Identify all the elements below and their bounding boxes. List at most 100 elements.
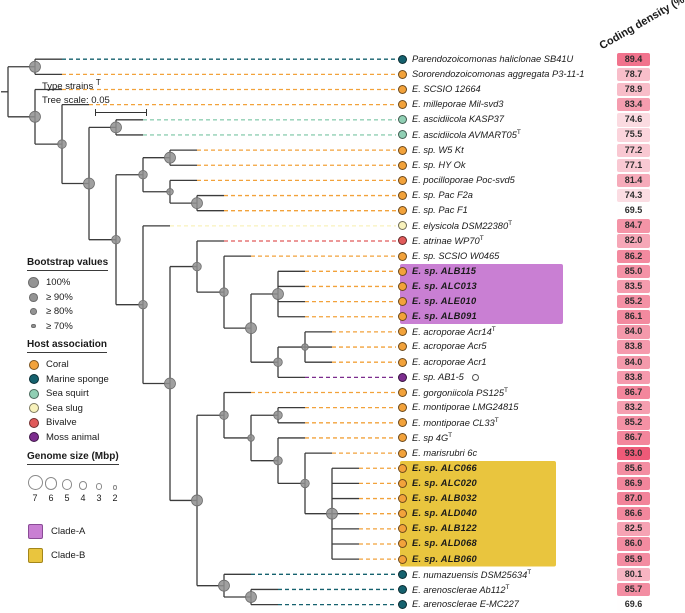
bootstrap-label: ≥ 80% — [46, 306, 73, 318]
coding-density-value: 85.2 — [617, 295, 650, 309]
taxon-row: E. sp. ALC066 85.6 — [0, 461, 685, 476]
taxon-label: E. sp. Pac F2a — [412, 189, 473, 200]
type-strain-marker: T — [504, 386, 508, 394]
host-dot-sponge — [398, 569, 407, 579]
host-dot-coral — [398, 160, 407, 170]
taxon-row: E. SCSIO 12664 78.9 — [0, 82, 685, 97]
clade-label: Clade-B — [51, 550, 86, 561]
taxon-label: E. sp. ALB091 — [412, 311, 477, 322]
bootstrap-node — [191, 197, 203, 210]
taxon-label: E. sp. SCSIO W0465 — [412, 250, 500, 261]
clade-legend: Clade-A Clade-B — [28, 524, 85, 572]
coding-density-value: 85.0 — [617, 264, 650, 279]
host-label: Moss animal — [46, 431, 100, 443]
coding-density-value: 77.2 — [617, 143, 650, 157]
type-strain-marker: T — [494, 417, 499, 425]
host-label: Bivalve — [46, 417, 77, 429]
taxon-row: E. acroporae Acr5 83.8 — [0, 339, 685, 354]
taxon-row: E. marisrubri 6c 93.0 — [0, 446, 685, 461]
clade-legend-items: Clade-A Clade-B — [28, 524, 85, 563]
host-dot-coral — [398, 297, 407, 306]
host-dot-sponge — [398, 600, 407, 609]
host-dot-coral — [398, 281, 407, 291]
taxon-label: E. sp. ALB115 — [412, 265, 477, 276]
host-circle-wrap — [27, 403, 40, 414]
bootstrap-circle — [28, 277, 39, 289]
bootstrap-label: ≥ 70% — [46, 320, 73, 332]
coding-density-value: 83.8 — [617, 340, 650, 354]
clade-A-box — [400, 264, 563, 325]
taxon-label: E. acroporae Acr5 — [412, 341, 487, 352]
genome-circle-area — [61, 474, 73, 490]
bootstrap-node — [273, 357, 283, 367]
clade-B-box — [400, 460, 556, 567]
genome-circle-area — [44, 474, 58, 490]
host-item-sponge: Marine sponge — [27, 372, 109, 387]
clade-legend-item: Clade-A — [28, 524, 85, 539]
genome-size-label: 4 — [80, 492, 86, 503]
host-circle-wrap — [27, 374, 40, 385]
bootstrap-legend-items: 100% ≥ 90% ≥ 80% ≥ 70% — [27, 276, 108, 334]
bootstrap-node — [272, 288, 284, 300]
genome-size-circle — [61, 478, 73, 490]
coding-density-value: 85.2 — [617, 416, 650, 430]
host-circle-wrap — [27, 359, 40, 370]
bootstrap-node — [29, 60, 41, 73]
host-dot-coral — [398, 206, 407, 216]
bootstrap-node — [191, 494, 203, 507]
bootstrap-circle-wrap — [27, 292, 40, 302]
type-strains-label: Type strains — [42, 81, 96, 93]
tree-scale-label: Tree scale: 0.05 — [42, 94, 110, 106]
coding-density-value: 75.5 — [617, 128, 650, 142]
taxon-label: E. gorgoniicola PS125T — [412, 386, 508, 398]
genome-size-circle — [27, 474, 43, 490]
host-dot-coral — [398, 554, 407, 564]
host-dot-sponge — [398, 54, 407, 64]
bootstrap-node — [247, 434, 255, 442]
bootstrap-node — [301, 343, 309, 351]
bootstrap-node — [111, 234, 121, 245]
tree-scale-bar — [95, 109, 147, 117]
taxon-label: E. sp. ALC013 — [412, 280, 477, 291]
bootstrap-legend-title: Bootstrap values — [27, 257, 109, 271]
bootstrap-node — [245, 322, 257, 335]
type-strain-marker: T — [491, 326, 496, 334]
taxon-label: E. sp. AB1-5 — [412, 372, 479, 382]
bootstrap-circle — [30, 308, 37, 316]
host-item-bivalve: Bivalve — [27, 416, 109, 431]
type-strain-marker: T — [508, 220, 513, 228]
coding-density-value: 83.2 — [617, 401, 650, 415]
bootstrap-node — [273, 455, 283, 466]
taxon-row: E. atrinae WP70T 82.0 — [0, 233, 685, 248]
genome-size-label: 3 — [96, 492, 102, 503]
host-circle-wrap — [27, 432, 40, 443]
coding-density-value: 84.0 — [617, 355, 650, 369]
coding-density-value: 86.7 — [617, 431, 650, 445]
taxon-row: E. sp 4GT 86.7 — [0, 430, 685, 445]
bootstrap-item: ≥ 70% — [27, 319, 108, 334]
bootstrap-circle-wrap — [27, 277, 40, 289]
bootstrap-node — [192, 261, 202, 272]
host-item-squirt: Sea squirt — [27, 387, 109, 402]
type-strain-superscript: T — [95, 78, 101, 87]
host-dot-coral — [398, 342, 407, 352]
host-dot-coral — [398, 190, 407, 200]
taxon-row: E. gorgoniicola PS125T 86.7 — [0, 385, 685, 400]
taxon-row: E. acroporae Acr14T 84.0 — [0, 324, 685, 339]
taxon-label: E. sp. ALB060 — [412, 553, 477, 564]
host-dot-coral — [398, 312, 407, 322]
genome-size-circle — [78, 481, 88, 490]
taxon-label: E. ascidiicola KASP37 — [412, 114, 504, 125]
taxon-row: E. arenosclerae E-MC227 69.6 — [0, 597, 685, 612]
taxon-row: E. milleporae Mil-svd3 83.4 — [0, 97, 685, 112]
coding-density-value: 81.4 — [617, 173, 650, 188]
type-strain-marker: T — [527, 568, 532, 576]
coding-density-value: 78.9 — [617, 82, 650, 97]
genome-size-item: 3 — [91, 474, 107, 503]
genome-size-circle — [471, 373, 479, 381]
host-dot-coral — [398, 448, 407, 458]
coding-density-value: 86.2 — [617, 249, 650, 263]
clade-swatch — [28, 548, 43, 563]
host-dot-coral — [398, 493, 407, 503]
